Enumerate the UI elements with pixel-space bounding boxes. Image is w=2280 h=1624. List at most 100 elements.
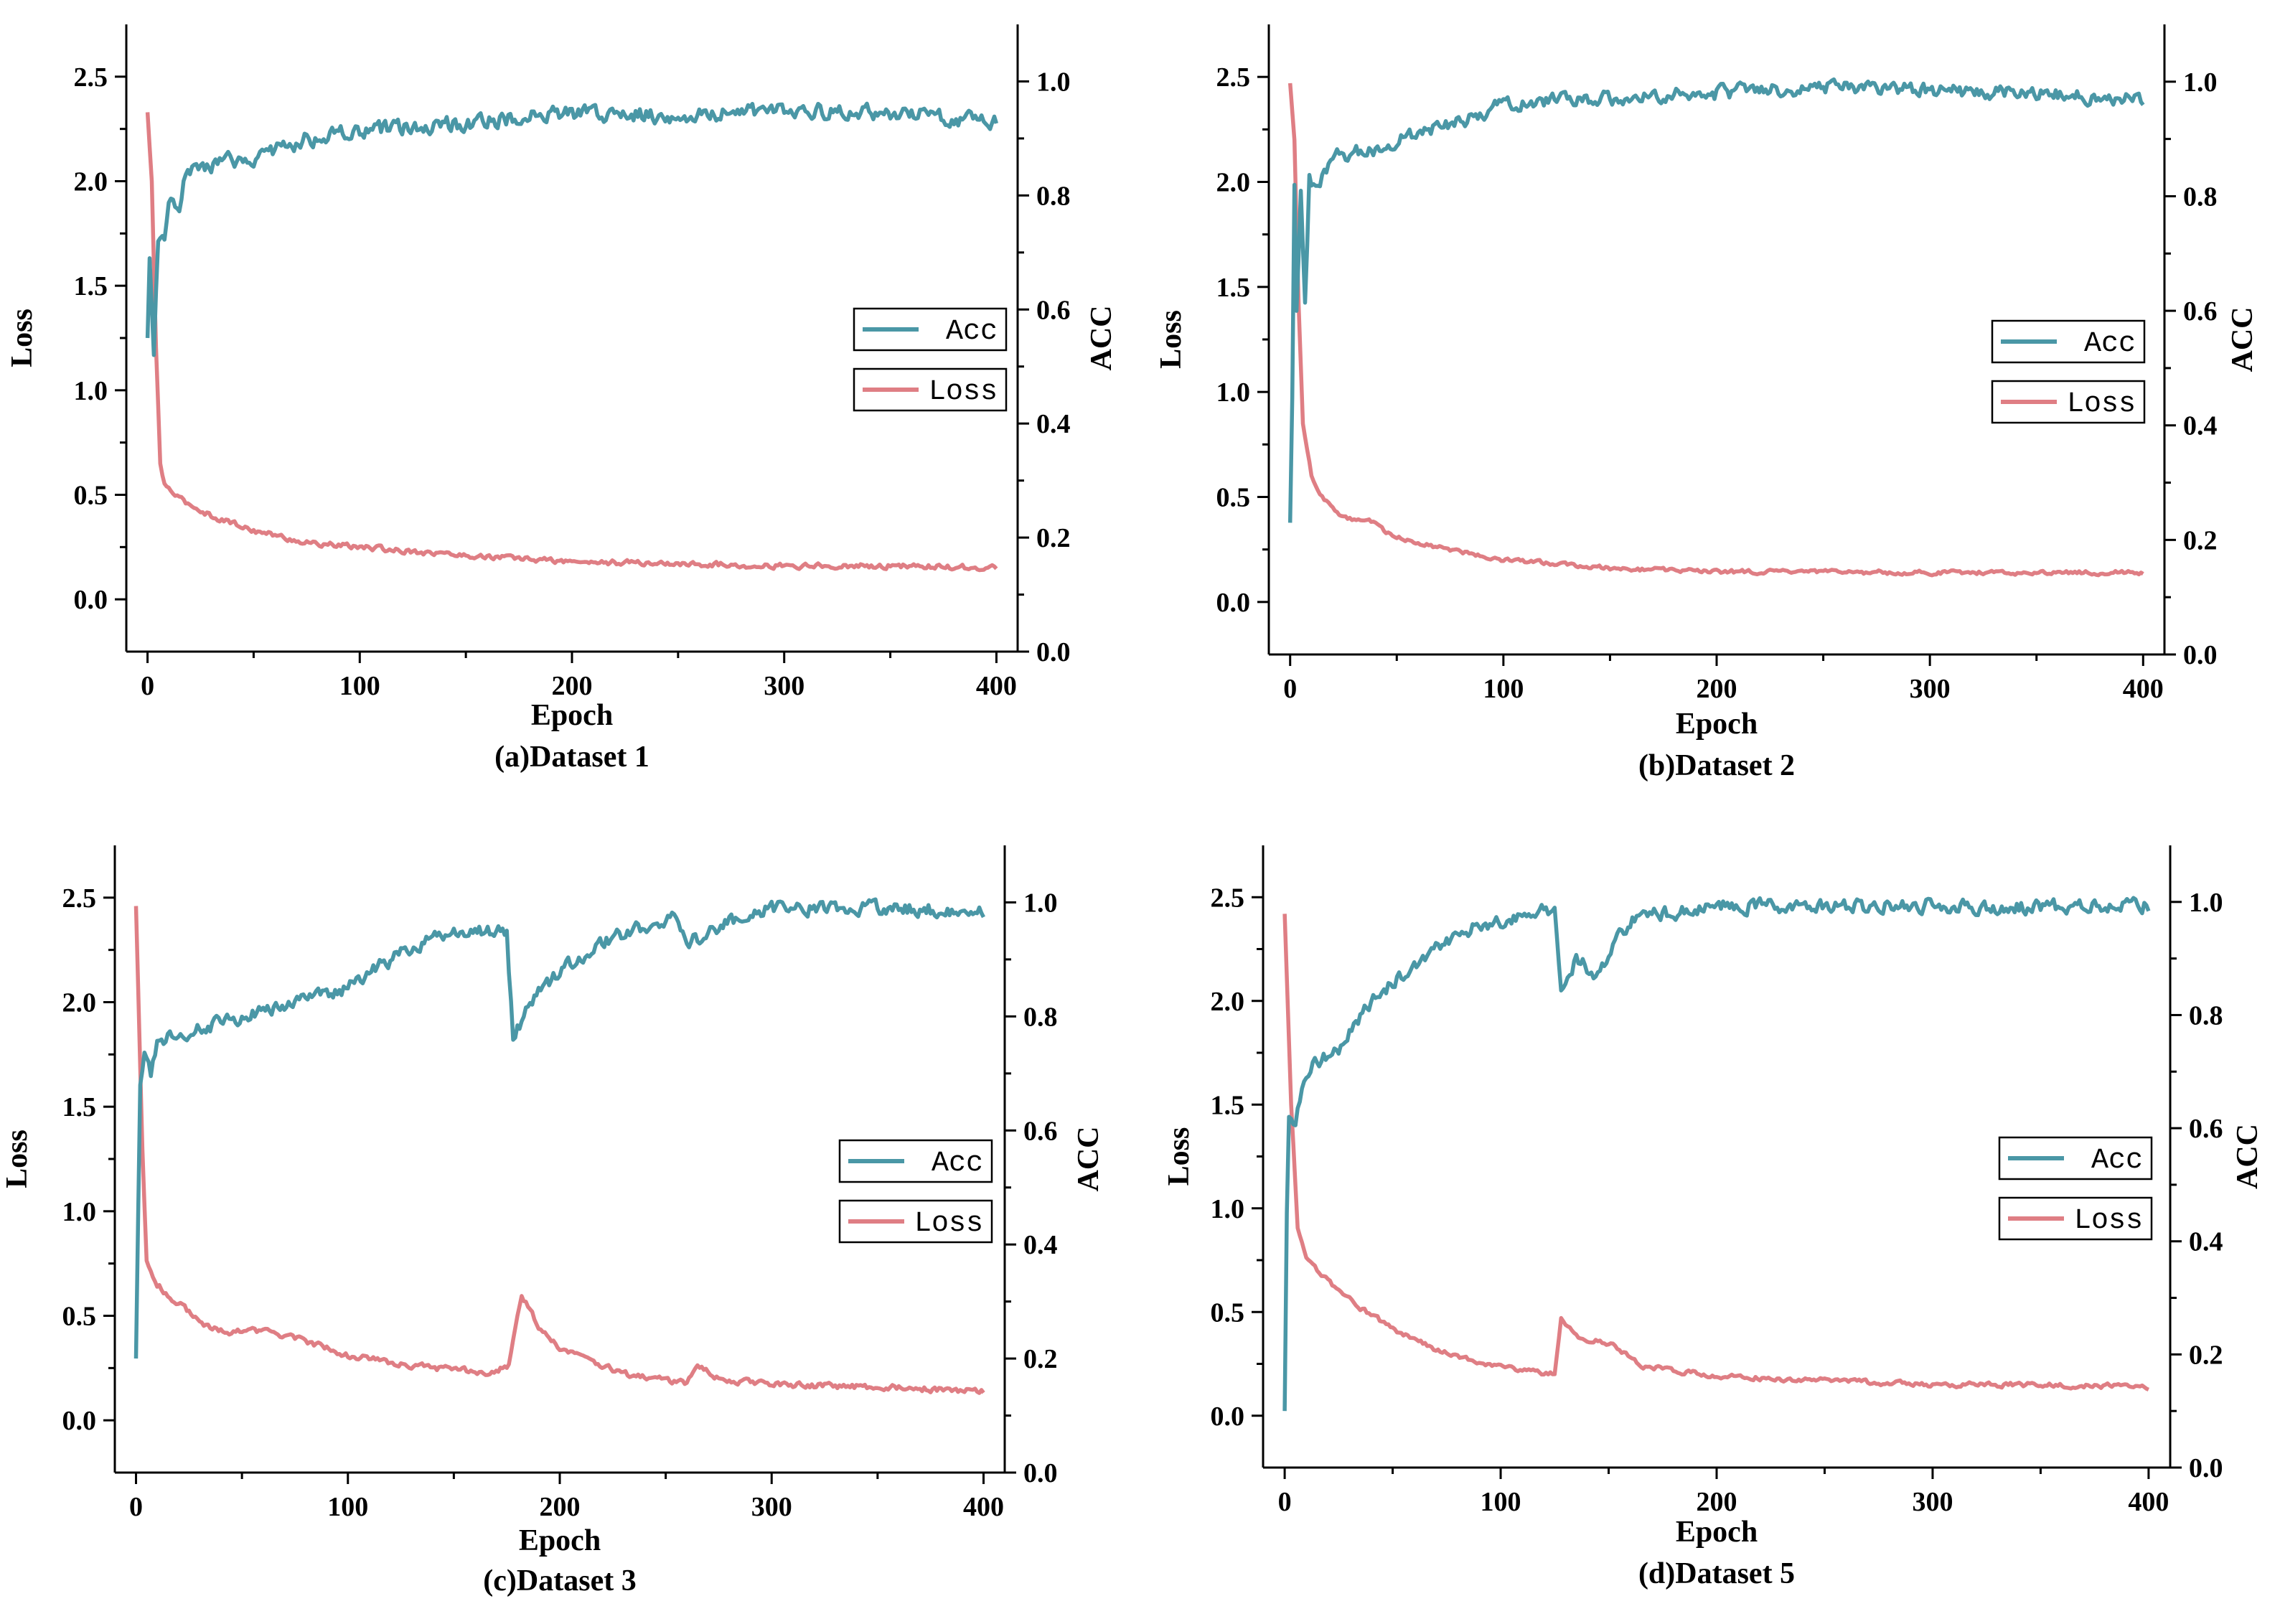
x-tick-label: 100 — [339, 671, 380, 701]
legend-item-acc: Acc — [1998, 1136, 2153, 1181]
x-tick-label: 0 — [141, 671, 154, 701]
y2-tick-label: 1.0 — [1036, 67, 1071, 97]
y-tick-label: 0.5 — [1216, 483, 1251, 513]
series-line-acc — [133, 897, 985, 1359]
chart-panel-2: 0 100 200 300 400 0.0 0.5 1.0 1.5 2.0 2.5 0.0 0.2 0.4… — [1155, 24, 2259, 782]
y2-tick-label: 1.0 — [1023, 888, 1058, 918]
y-tick-label: 0.5 — [74, 481, 108, 511]
y-tick-label: 0.0 — [62, 1406, 97, 1436]
legend-label: Acc — [946, 316, 998, 348]
x-tick-label: 100 — [1483, 674, 1524, 704]
legend-item-acc: Acc — [1991, 319, 2146, 364]
x-axis-title: Epoch — [1676, 1516, 1758, 1549]
x-tick-label: 300 — [1910, 674, 1951, 704]
y-tick-label: 1.0 — [1216, 377, 1251, 408]
x-tick-label: 0 — [1283, 674, 1297, 704]
x-axis-title: Epoch — [519, 1524, 601, 1557]
y-tick-label: 2.5 — [1211, 883, 1245, 913]
x-tick-label: 400 — [2123, 674, 2164, 704]
y-tick-label: 1.5 — [74, 271, 108, 301]
x-tick-label: 200 — [1697, 1487, 1737, 1517]
panel-caption: (c)Dataset 3 — [483, 1564, 636, 1597]
y-tick-label: 0.0 — [74, 585, 108, 615]
legend-item-loss: Loss — [853, 367, 1008, 412]
y2-tick-label: 0.8 — [2189, 1000, 2223, 1031]
y2-tick-label: 0.2 — [1036, 523, 1071, 553]
legend-item-acc: Acc — [853, 307, 1008, 352]
x-tick-label: 200 — [1697, 674, 1737, 704]
y-tick-label: 0.0 — [1211, 1402, 1245, 1432]
x-tick-label: 400 — [2128, 1487, 2169, 1517]
y-tick-label: 1.5 — [1211, 1090, 1245, 1120]
series-line-acc — [1287, 77, 2145, 523]
y2-tick-label: 0.6 — [1036, 295, 1071, 325]
y-tick-label: 2.5 — [1216, 62, 1251, 93]
legend-label: Loss — [914, 1208, 983, 1240]
y2-tick-label: 0.0 — [2183, 640, 2218, 670]
chart-panel-4: 0 100 200 300 400 0.0 0.5 1.0 1.5 2.0 2.5 0.0 0.2 0.4… — [1163, 845, 2264, 1590]
legend-item-acc: Acc — [838, 1139, 993, 1183]
y-tick-label: 2.5 — [62, 883, 97, 914]
y2-tick-label: 0.2 — [1023, 1344, 1058, 1374]
y2-tick-label: 1.0 — [2183, 67, 2218, 98]
y2-tick-label: 0.0 — [1023, 1458, 1058, 1488]
panel-caption: (b)Dataset 2 — [1638, 749, 1795, 782]
y-tick-label: 2.0 — [62, 988, 97, 1018]
x-tick-label: 100 — [1481, 1487, 1521, 1517]
y-tick-label: 1.5 — [62, 1092, 97, 1122]
y-tick-label: 1.0 — [1211, 1194, 1245, 1224]
legend-item-loss: Loss — [1991, 380, 2146, 424]
y2-tick-label: 0.4 — [2189, 1227, 2223, 1257]
y2-tick-label: 0.8 — [1023, 1002, 1058, 1032]
y-axis-title: Loss — [1, 1130, 34, 1188]
y2-tick-label: 0.0 — [1036, 637, 1071, 667]
y2-tick-label: 0.6 — [2189, 1114, 2223, 1144]
y-tick-label: 1.5 — [1216, 273, 1251, 303]
y2-axis-title: ACC — [1072, 1127, 1105, 1192]
y2-tick-label: 0.2 — [2189, 1340, 2223, 1370]
legend-label: Acc — [2091, 1145, 2143, 1177]
y2-tick-label: 0.6 — [1023, 1116, 1058, 1146]
y-tick-label: 0.5 — [1211, 1297, 1245, 1328]
x-tick-label: 300 — [751, 1492, 792, 1522]
series-line-loss — [1282, 914, 2149, 1391]
series-line-acc — [1282, 896, 2151, 1412]
series-line-loss — [145, 112, 998, 573]
x-tick-label: 400 — [963, 1492, 1004, 1522]
chart-panel-3: 0 100 200 300 400 0.0 0.5 1.0 1.5 2.0 2.5 0.0 0.2 0.4… — [1, 845, 1105, 1597]
y-tick-label: 0.5 — [62, 1302, 97, 1332]
y-axis-title: Loss — [6, 309, 39, 367]
x-tick-label: 0 — [129, 1492, 143, 1522]
legend-item-loss: Loss — [1998, 1196, 2153, 1241]
panel-caption: (a)Dataset 1 — [494, 741, 649, 774]
x-tick-label: 100 — [327, 1492, 368, 1522]
x-axis-title: Epoch — [531, 699, 613, 732]
y-tick-label: 2.0 — [74, 167, 108, 197]
y2-axis-title: ACC — [2231, 1124, 2264, 1189]
chart-panel-1: 0 100 200 300 400 0.0 0.5 1.0 1.5 2.0 2.5 0.0 0.2 0.4… — [6, 24, 1118, 774]
x-tick-label: 0 — [1278, 1487, 1292, 1517]
x-tick-label: 200 — [552, 671, 593, 701]
y-tick-label: 1.0 — [62, 1197, 97, 1227]
series-line-acc — [145, 101, 999, 357]
y2-tick-label: 0.2 — [2183, 525, 2218, 555]
y-tick-label: 2.0 — [1211, 987, 1245, 1017]
y2-tick-label: 0.6 — [2183, 296, 2218, 327]
x-tick-label: 400 — [976, 671, 1017, 701]
y2-tick-label: 0.0 — [2189, 1453, 2223, 1483]
y2-tick-label: 0.8 — [2183, 182, 2218, 212]
y-tick-label: 0.0 — [1216, 588, 1251, 618]
y2-tick-label: 0.4 — [1036, 409, 1071, 439]
y2-axis-title: ACC — [1085, 306, 1118, 371]
y-axis-title: Loss — [1155, 310, 1188, 369]
legend-label: Acc — [932, 1147, 983, 1180]
x-tick-label: 300 — [1912, 1487, 1953, 1517]
legend-label: Loss — [929, 376, 998, 408]
y2-tick-label: 0.8 — [1036, 181, 1071, 211]
x-axis-title: Epoch — [1676, 708, 1758, 741]
x-tick-label: 300 — [764, 671, 804, 701]
legend-label: Loss — [2067, 388, 2136, 421]
x-tick-label: 200 — [540, 1492, 581, 1522]
y2-axis-title: ACC — [2226, 307, 2259, 372]
